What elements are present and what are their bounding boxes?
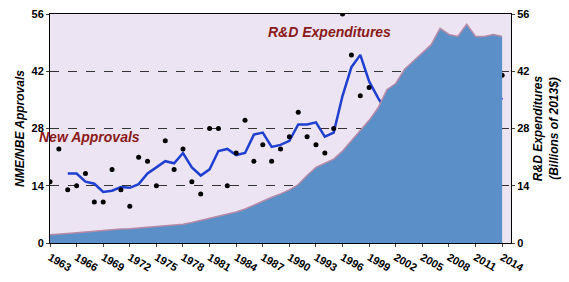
svg-text:1987: 1987: [259, 251, 286, 274]
svg-text:2002: 2002: [392, 251, 419, 274]
svg-text:2011: 2011: [472, 251, 499, 273]
svg-text:1984: 1984: [232, 251, 260, 274]
svg-text:42: 42: [32, 65, 44, 77]
svg-text:1990: 1990: [286, 251, 313, 274]
svg-text:1978: 1978: [179, 251, 206, 274]
svg-text:1963: 1963: [46, 251, 73, 274]
svg-text:14: 14: [32, 180, 45, 192]
svg-text:R&D Expenditures: R&D Expenditures: [268, 24, 391, 40]
svg-text:New Approvals: New Approvals: [39, 129, 140, 145]
svg-text:NME/NBE Approvals: NME/NBE Approvals: [13, 70, 27, 187]
svg-text:1981: 1981: [206, 251, 233, 274]
svg-text:56: 56: [517, 8, 529, 20]
svg-text:0: 0: [517, 237, 523, 249]
svg-text:42: 42: [517, 65, 529, 77]
svg-text:56: 56: [32, 8, 44, 20]
svg-text:1975: 1975: [153, 251, 180, 274]
svg-text:2014: 2014: [498, 251, 526, 274]
svg-text:0: 0: [38, 237, 44, 249]
svg-text:14: 14: [517, 180, 530, 192]
svg-text:1966: 1966: [73, 251, 100, 274]
svg-text:1972: 1972: [126, 251, 153, 274]
svg-text:1993: 1993: [312, 251, 339, 274]
svg-text:1996: 1996: [339, 251, 366, 274]
svg-text:2008: 2008: [445, 251, 472, 274]
svg-text:28: 28: [32, 122, 44, 134]
svg-text:1969: 1969: [99, 251, 126, 274]
svg-text:1999: 1999: [365, 251, 392, 274]
svg-text:2005: 2005: [419, 251, 446, 274]
svg-text:R&D Expenditures(Billions of 2: R&D Expenditures(Billions of 2013$): [531, 76, 561, 182]
svg-text:28: 28: [517, 122, 529, 134]
